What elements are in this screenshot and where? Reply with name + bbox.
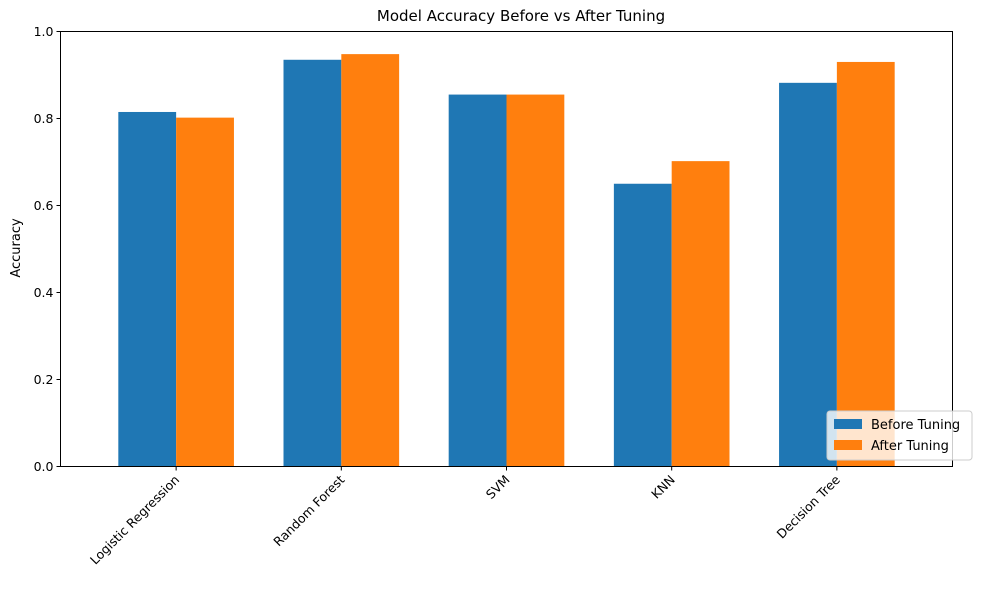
bars-group xyxy=(118,54,895,467)
legend-label-after: After Tuning xyxy=(871,439,949,454)
y-tick-label: 0.6 xyxy=(34,198,54,213)
y-axis-label: Accuracy xyxy=(9,218,24,278)
x-tick-label: Random Forest xyxy=(270,472,347,549)
bar-after-0 xyxy=(176,117,234,467)
x-ticks: Logistic Regression Random Forest SVM KNN De… xyxy=(87,466,844,567)
bar-after-1 xyxy=(341,54,400,467)
bar-after-2 xyxy=(506,94,565,467)
legend-box xyxy=(826,410,973,461)
bar-after-4 xyxy=(836,61,895,467)
x-tick-label: SVM xyxy=(483,472,513,502)
chart-title: Model Accuracy Before vs After Tuning xyxy=(377,7,665,25)
plot-frame xyxy=(60,31,953,467)
legend-swatch-after xyxy=(834,440,862,450)
legend: Before Tuning After Tuning xyxy=(826,410,973,461)
y-ticks: 0.0 0.2 0.4 0.6 0.8 1.0 xyxy=(34,24,61,474)
bar-before-4 xyxy=(779,82,837,467)
bar-before-1 xyxy=(283,59,342,467)
legend-label-before: Before Tuning xyxy=(871,418,960,433)
y-tick-label: 0.2 xyxy=(34,372,54,387)
x-tick-label: KNN xyxy=(648,472,678,502)
y-tick-label: 1.0 xyxy=(34,24,54,39)
bar-before-2 xyxy=(448,94,507,467)
bar-after-3 xyxy=(671,161,730,467)
legend-swatch-before xyxy=(834,419,862,429)
y-tick-label: 0.0 xyxy=(34,459,54,474)
y-tick-label: 0.4 xyxy=(34,285,54,300)
y-tick-label: 0.8 xyxy=(34,111,54,126)
x-tick-label: Logistic Regression xyxy=(87,472,182,567)
bar-before-0 xyxy=(118,111,177,467)
x-tick-label: Decision Tree xyxy=(774,472,844,542)
bar-before-3 xyxy=(613,183,672,467)
